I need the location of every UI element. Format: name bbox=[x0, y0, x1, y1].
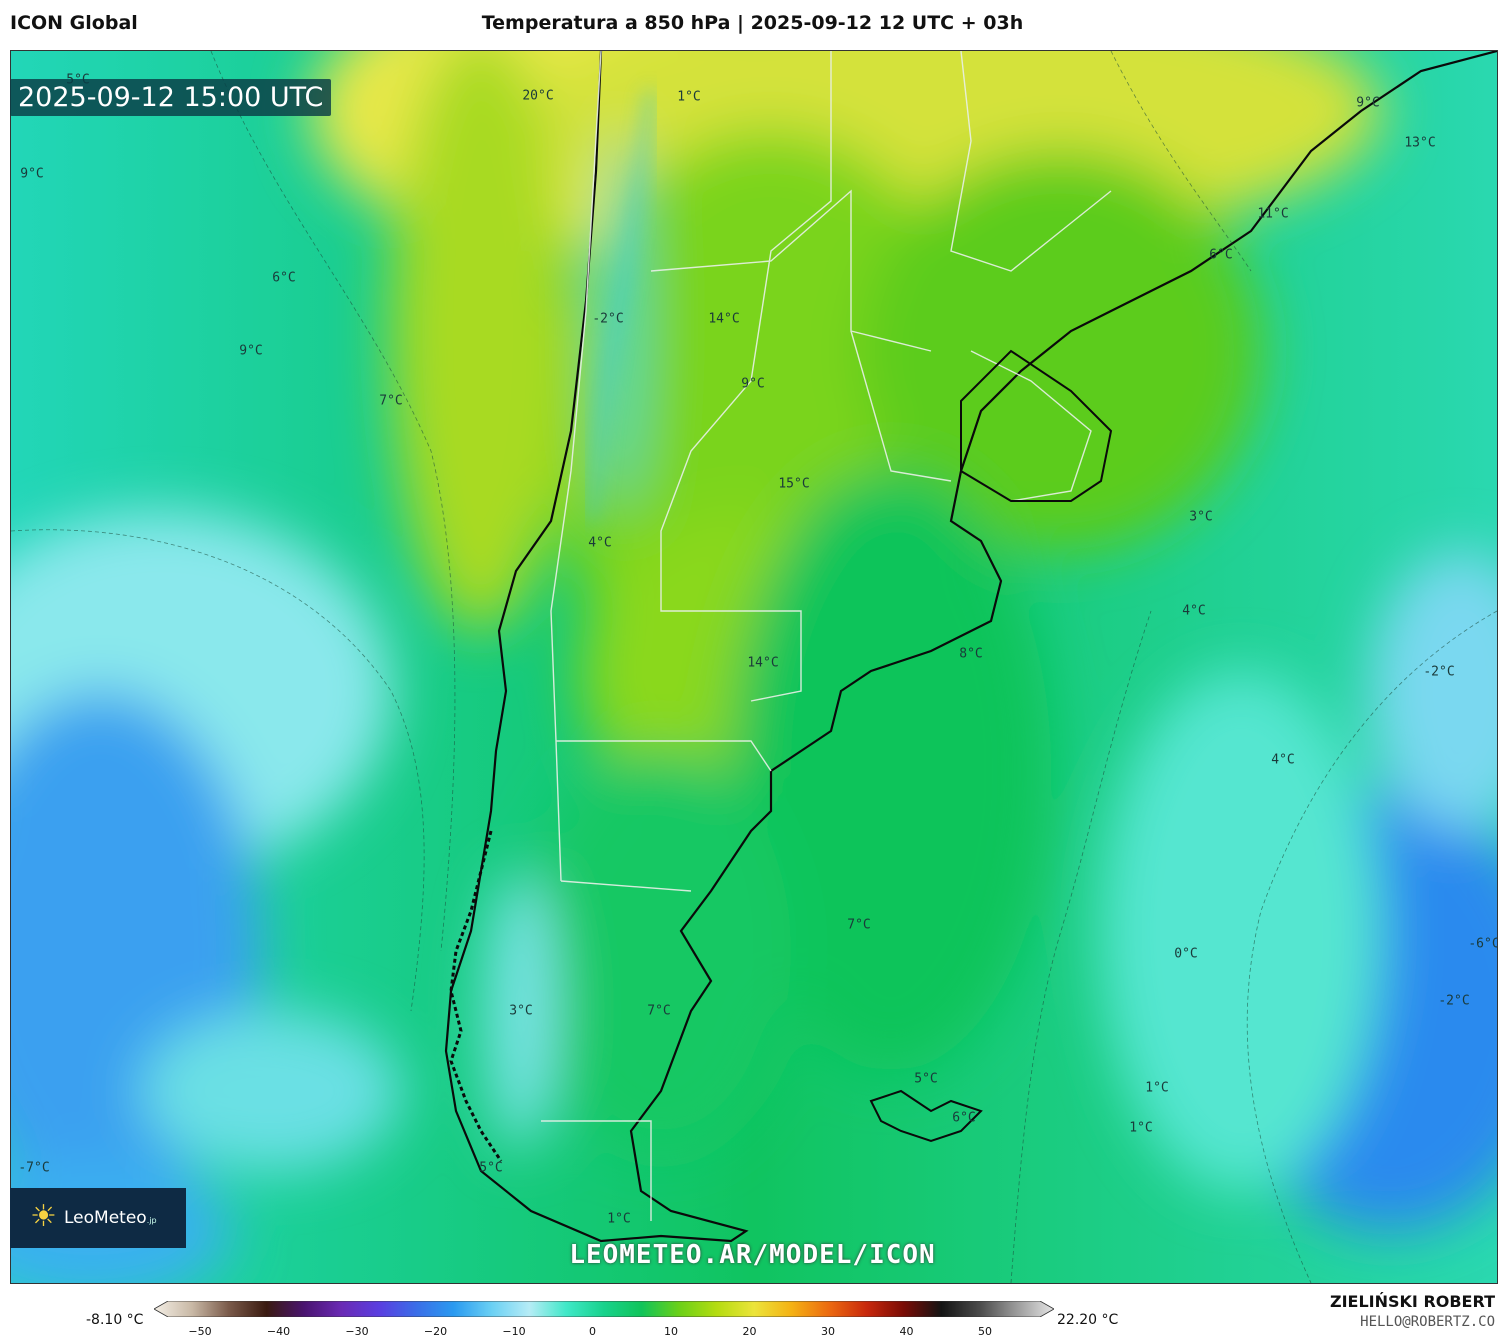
temperature-label: 1°C bbox=[607, 1211, 631, 1227]
temperature-label: 9°C bbox=[20, 166, 44, 182]
colorbar-max-label: 22.20 °C bbox=[1057, 1312, 1119, 1328]
temperature-label: 6°C bbox=[1209, 247, 1233, 263]
temperature-label: 7°C bbox=[847, 917, 871, 933]
colorbar-tick-label: 30 bbox=[821, 1325, 835, 1338]
colorbar-tick-label: 0 bbox=[589, 1325, 596, 1338]
temperature-label: 13°C bbox=[1404, 135, 1436, 151]
temperature-label: -2°C bbox=[592, 311, 624, 327]
temperature-label: 5°C bbox=[914, 1071, 938, 1087]
colorbar-tick-label: −10 bbox=[502, 1325, 526, 1338]
temperature-label: 6°C bbox=[272, 270, 296, 286]
temperature-map[interactable]: 5°C 20°C 1°C 9°C 13°C 9°C 11°C 6°C 6°C 9°C -2°C 14°… bbox=[10, 50, 1498, 1284]
temperature-label: 9°C bbox=[1356, 95, 1380, 111]
temperature-label: 3°C bbox=[509, 1003, 533, 1019]
temperature-label: 14°C bbox=[747, 655, 779, 671]
colorbar bbox=[154, 1301, 1054, 1317]
temperature-label: 0°C bbox=[1174, 946, 1198, 962]
temperature-label: 14°C bbox=[708, 311, 740, 327]
temperature-label: 15°C bbox=[778, 476, 810, 492]
logo-name: LeoMeteo bbox=[64, 1208, 147, 1228]
colorbar-tick-label: −40 bbox=[266, 1325, 291, 1338]
temperature-label: 6°C bbox=[952, 1110, 976, 1126]
temperature-label: 4°C bbox=[1182, 603, 1206, 619]
valid-time-badge: 2025-09-12 15:00 UTC bbox=[10, 79, 332, 116]
temperature-label: 5°C bbox=[479, 1160, 503, 1176]
author-email: HELLO@ROBERTZ.CO bbox=[1360, 1314, 1495, 1330]
temperature-label: -2°C bbox=[1438, 993, 1470, 1009]
temperature-label: 1°C bbox=[677, 89, 701, 105]
model-name: ICON Global bbox=[10, 12, 138, 34]
temperature-label: 9°C bbox=[239, 343, 263, 359]
temperature-label: 8°C bbox=[959, 646, 983, 662]
colorbar-min-label: -8.10 °C bbox=[86, 1312, 144, 1328]
colorbar-tick-label: −50 bbox=[188, 1325, 212, 1338]
temperature-label: 4°C bbox=[588, 535, 612, 551]
colorbar-tick-label: −30 bbox=[345, 1325, 369, 1338]
logo-suffix: .jp bbox=[146, 1216, 157, 1225]
temperature-label: 4°C bbox=[1271, 752, 1295, 768]
temperature-label: 1°C bbox=[1145, 1080, 1169, 1096]
colorbar-tick-label: 50 bbox=[978, 1325, 992, 1338]
temperature-label: -7°C bbox=[18, 1160, 50, 1176]
temperature-label: 3°C bbox=[1189, 509, 1213, 525]
temperature-label: -2°C bbox=[1423, 664, 1455, 680]
temperature-label: 11°C bbox=[1257, 206, 1289, 222]
sun-icon: ☀ bbox=[30, 1199, 57, 1234]
colorbar-tick-label: 40 bbox=[899, 1325, 914, 1338]
temperature-label: 7°C bbox=[379, 393, 403, 409]
temperature-label: 1°C bbox=[1129, 1120, 1153, 1136]
leometeo-logo[interactable]: ☀ LeoMeteo.jp bbox=[10, 1188, 186, 1248]
colorbar-tick-label: 20 bbox=[742, 1325, 757, 1338]
author-name: ZIELIŃSKI ROBERT bbox=[1329, 1292, 1495, 1311]
temperature-label: 7°C bbox=[647, 1003, 671, 1019]
temperature-label: 20°C bbox=[522, 88, 554, 104]
colorbar-tick-label: 10 bbox=[664, 1325, 678, 1338]
colorbar-tick-label: −20 bbox=[423, 1325, 448, 1338]
temperature-label: -6°C bbox=[1468, 936, 1498, 952]
source-url-watermark: LEOMETEO.AR/MODEL/ICON bbox=[569, 1240, 936, 1270]
chart-title: Temperatura a 850 hPa | 2025-09-12 12 UT… bbox=[481, 12, 1024, 34]
temperature-label: 9°C bbox=[741, 376, 765, 392]
map-canvas bbox=[11, 51, 1497, 1283]
